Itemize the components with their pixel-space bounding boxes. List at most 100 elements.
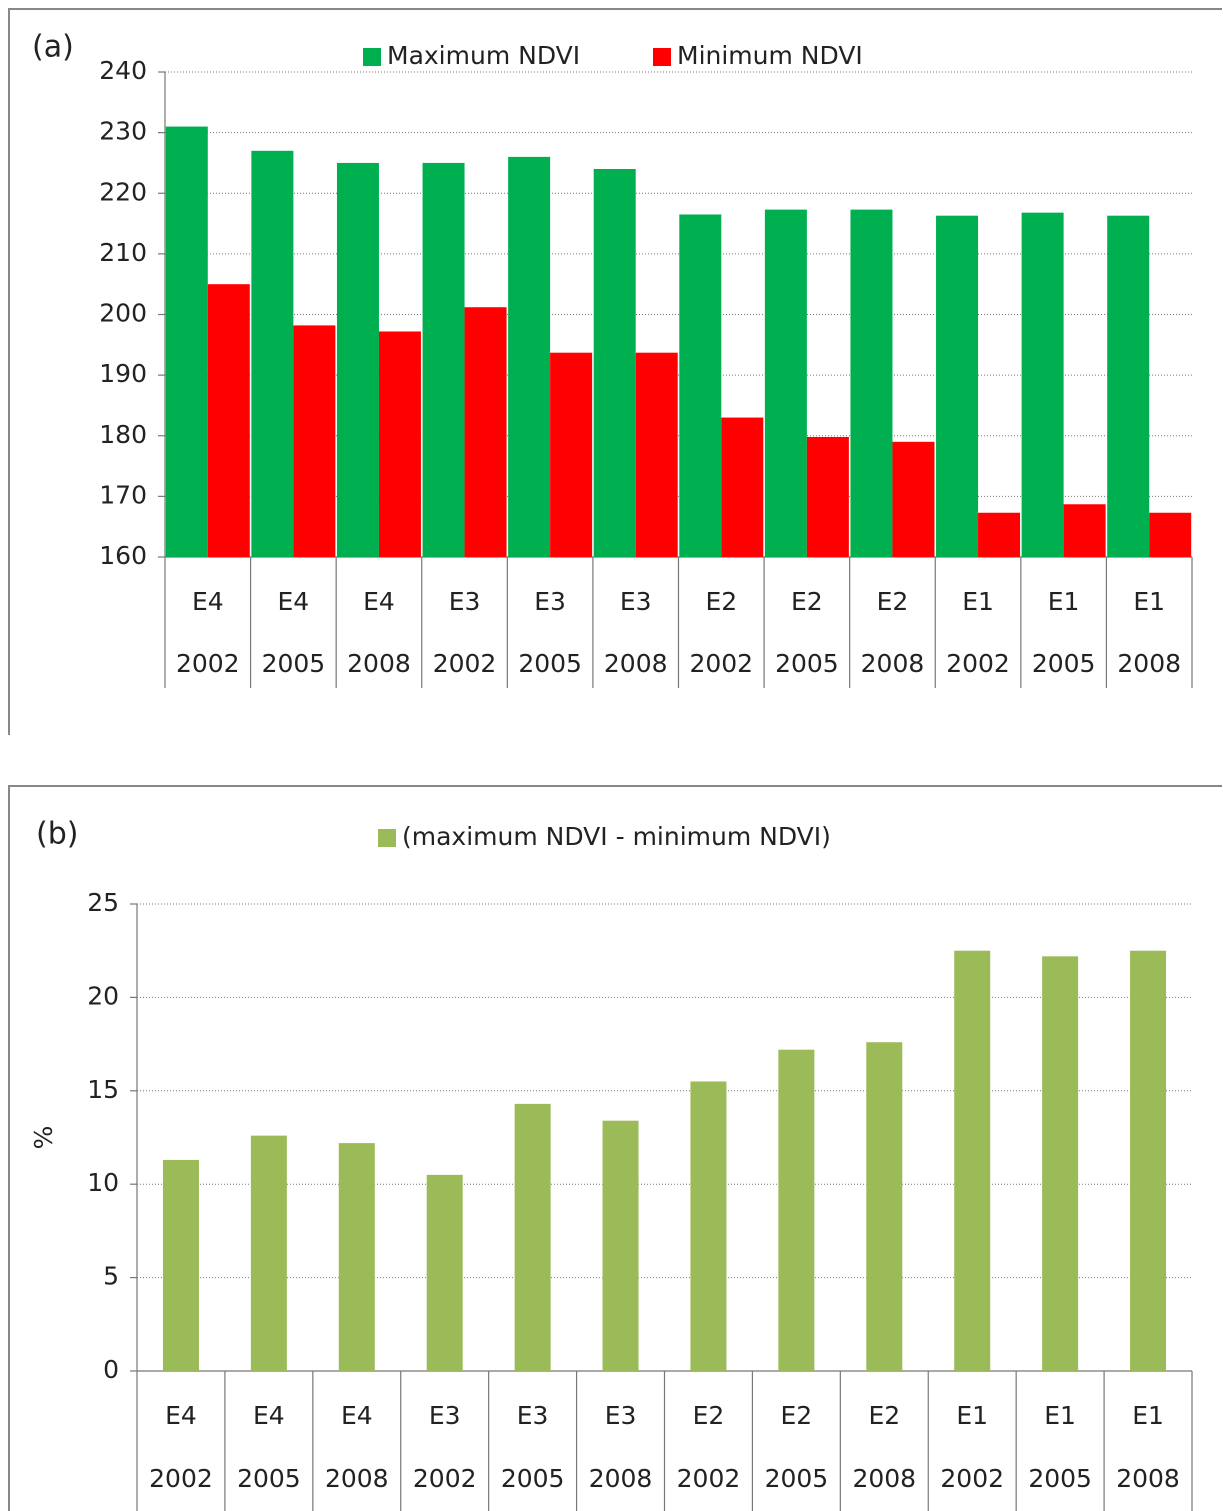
bar [936,215,979,557]
x-tick-label: E3 [429,1401,461,1430]
bar [866,1042,903,1371]
bar [1130,950,1167,1371]
x-tick-label: 2002 [689,649,753,678]
y-tick-label: 200 [99,299,147,328]
bar [293,325,336,557]
x-tick-label: E1 [1048,587,1080,616]
y-tick-label: 230 [99,117,147,146]
bar [426,1174,463,1371]
x-tick-label: 2008 [589,1464,653,1493]
bar [721,417,764,557]
chart-title: (b) [36,817,78,852]
x-tick-label: 2002 [176,649,240,678]
bar [593,169,636,557]
bar [378,331,421,557]
bar [1107,215,1150,557]
x-tick-label: E2 [705,587,737,616]
y-tick-label: 0 [103,1355,119,1384]
x-tick-label: 2005 [501,1464,565,1493]
y-tick-label: 15 [87,1075,119,1104]
x-tick-label: 2008 [1116,1464,1180,1493]
y-tick-label: 170 [99,480,147,509]
bar [251,150,294,557]
x-tick-label: E2 [781,1401,813,1430]
bar [422,162,465,557]
x-tick-label: 2008 [852,1464,916,1493]
y-tick-label: 5 [103,1262,119,1291]
x-tick-label: E1 [1133,587,1165,616]
x-tick-label: E1 [1132,1401,1164,1430]
x-tick-label: E2 [877,587,909,616]
y-tick-label: 160 [99,541,147,570]
x-tick-label: 2002 [433,649,497,678]
x-tick-label: E2 [693,1401,725,1430]
x-tick-label: 2005 [775,649,839,678]
x-tick-label: E1 [1044,1401,1076,1430]
x-tick-label: E1 [962,587,994,616]
bar [338,1143,375,1371]
bar [635,352,678,557]
y-tick-label: 190 [99,359,147,388]
x-tick-label: 2005 [765,1464,829,1493]
y-tick-label: 20 [87,981,119,1010]
bar [806,436,849,557]
bar [764,209,807,557]
x-tick-label: E4 [278,587,310,616]
bar [679,214,722,557]
x-tick-label: 2008 [1117,649,1181,678]
chart-title: (a) [32,30,74,65]
y-axis-label: % [29,1126,58,1150]
bar [550,352,593,557]
bar [165,126,208,557]
bar [954,950,991,1371]
bar [336,162,379,557]
x-tick-label: E3 [534,587,566,616]
legend-label: Maximum NDVI [387,41,580,70]
x-tick-label: 2005 [518,649,582,678]
bar [514,1103,551,1371]
y-tick-label: 210 [99,238,147,267]
x-tick-label: 2008 [325,1464,389,1493]
x-tick-label: E4 [192,587,224,616]
legend-label: (maximum NDVI - minimum NDVI) [402,822,831,851]
bar [508,156,551,557]
x-tick-label: E3 [620,587,652,616]
x-tick-label: 2005 [1028,1464,1092,1493]
y-tick-label: 25 [87,888,119,917]
x-tick-label: 2002 [677,1464,741,1493]
bar [602,1120,639,1371]
x-tick-label: 2008 [604,649,668,678]
x-tick-label: 2002 [413,1464,477,1493]
y-tick-label: 220 [99,177,147,206]
bar [850,209,893,557]
x-tick-label: E1 [956,1401,988,1430]
x-tick-label: 2005 [1032,649,1096,678]
x-tick-label: 2005 [262,649,326,678]
legend-label: Minimum NDVI [677,41,863,70]
bar [1021,212,1064,557]
x-tick-label: E3 [517,1401,549,1430]
bar [162,1159,199,1371]
x-tick-label: E4 [363,587,395,616]
bar [1042,956,1079,1371]
legend-swatch [378,829,396,847]
bar [892,441,935,557]
bar [250,1135,287,1371]
x-tick-label: 2002 [946,649,1010,678]
bar [464,307,507,557]
bar [1063,504,1106,557]
y-tick-label: 180 [99,420,147,449]
y-tick-label: 10 [87,1168,119,1197]
x-tick-label: 2002 [940,1464,1004,1493]
legend-swatch [363,48,381,66]
x-tick-label: E4 [165,1401,197,1430]
bar [778,1049,815,1371]
x-tick-label: E4 [341,1401,373,1430]
chart-frame [8,785,1222,1511]
x-tick-label: 2002 [149,1464,213,1493]
x-tick-label: 2005 [237,1464,301,1493]
x-tick-label: E3 [605,1401,637,1430]
x-tick-label: 2008 [347,649,411,678]
x-tick-label: E3 [449,587,481,616]
